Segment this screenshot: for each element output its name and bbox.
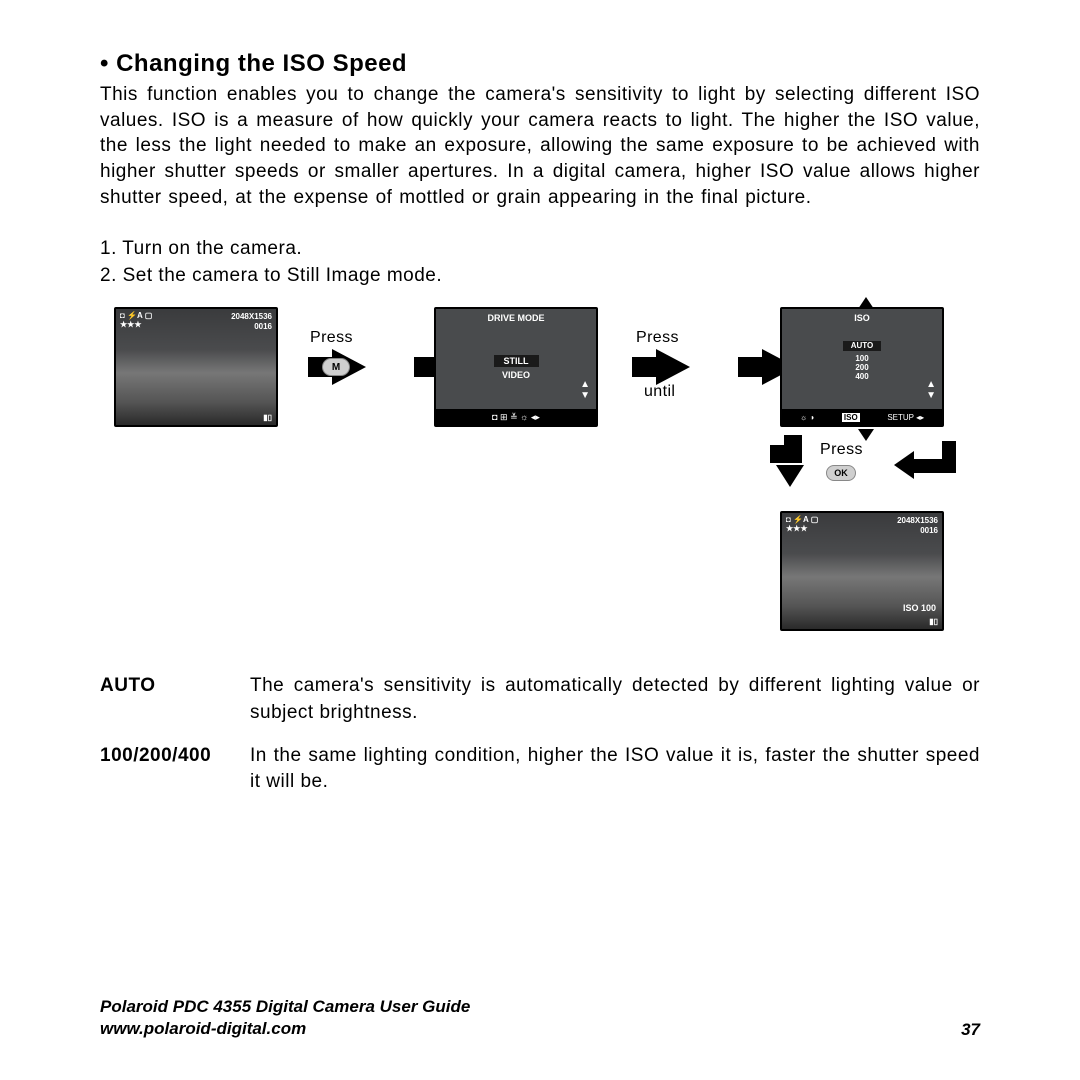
updown-icon: ▲▼	[580, 379, 590, 401]
lcd4-battery-icon: ▮▯	[929, 617, 938, 626]
press-label-1: Press	[310, 329, 353, 347]
iso-auto: AUTO	[843, 341, 882, 350]
right-triangle-icon	[658, 359, 672, 377]
def-term-auto: AUTO	[100, 673, 250, 726]
flow-diagram: ◘ ⚡A ▢ ★★★ 2048X1536 0016 ▮▯ Press M DRI…	[100, 303, 980, 663]
lcd-screen-4: ◘ ⚡A ▢ ★★★ 2048X1536 0016 ISO 100 ▮▯	[780, 511, 944, 631]
down-turn-arrow-icon	[770, 435, 802, 477]
triangle-down-icon	[858, 429, 874, 441]
press-label-2: Press	[636, 329, 679, 347]
enter-arrow-icon	[900, 441, 956, 481]
def-term-values: 100/200/400	[100, 743, 250, 796]
ok-button-icon: OK	[826, 465, 856, 481]
lcd1-resolution: 2048X1536	[231, 312, 272, 322]
until-label: until	[644, 383, 675, 401]
step-2: 2. Set the camera to Still Image mode.	[100, 263, 980, 290]
lcd1-quality: ★★★	[120, 321, 152, 330]
def-desc-auto: The camera's sensitivity is automaticall…	[250, 673, 980, 726]
lcd-screen-1: ◘ ⚡A ▢ ★★★ 2048X1536 0016 ▮▯	[114, 307, 278, 427]
lcd4-resolution: 2048X1536	[897, 516, 938, 526]
m-button-icon: M	[322, 358, 350, 376]
iso-200: 200	[782, 363, 942, 372]
section-heading: • Changing the ISO Speed	[100, 50, 980, 78]
lcd1-battery-icon: ▮▯	[263, 413, 272, 422]
footer-url: www.polaroid-digital.com	[100, 1018, 470, 1040]
iso-title: ISO	[782, 313, 942, 323]
lcd3-bar-left: ☼ ◑	[800, 413, 814, 422]
intro-paragraph: This function enables you to change the …	[100, 82, 980, 210]
lcd-screen-2: DRIVE MODE STILL VIDEO ▲▼ ◘ ⊞ ≚ ☼ ◂▸	[434, 307, 598, 427]
step-1: 1. Turn on the camera.	[100, 236, 980, 263]
lcd1-count: 0016	[231, 322, 272, 332]
lcd4-iso-value: ISO 100	[903, 603, 936, 613]
drive-mode-video: VIDEO	[436, 370, 596, 380]
footer-title: Polaroid PDC 4355 Digital Camera User Gu…	[100, 996, 470, 1018]
steps-list: 1. Turn on the camera. 2. Set the camera…	[100, 236, 980, 289]
page-number: 37	[961, 1020, 980, 1040]
lcd4-quality: ★★★	[786, 525, 818, 534]
lcd2-bottom-bar: ◘ ⊞ ≚ ☼ ◂▸	[436, 409, 596, 425]
iso-400: 400	[782, 372, 942, 381]
drive-mode-title: DRIVE MODE	[436, 313, 596, 323]
drive-mode-still: STILL	[494, 355, 539, 367]
lcd4-count: 0016	[897, 526, 938, 536]
press-label-3: Press	[820, 441, 863, 459]
lcd-screen-3: ISO AUTO 100 200 400 ▲▼ ☼ ◑ ISO SETUP ◂▸	[780, 307, 944, 427]
iso-100: 100	[782, 354, 942, 363]
updown-icon: ▲▼	[926, 379, 936, 401]
lcd3-bar-right: SETUP ◂▸	[887, 413, 924, 422]
definitions-table: AUTO The camera's sensitivity is automat…	[100, 673, 980, 795]
lcd3-bar-iso: ISO	[842, 413, 860, 422]
page-footer: Polaroid PDC 4355 Digital Camera User Gu…	[100, 996, 980, 1040]
def-desc-values: In the same lighting condition, higher t…	[250, 743, 980, 796]
